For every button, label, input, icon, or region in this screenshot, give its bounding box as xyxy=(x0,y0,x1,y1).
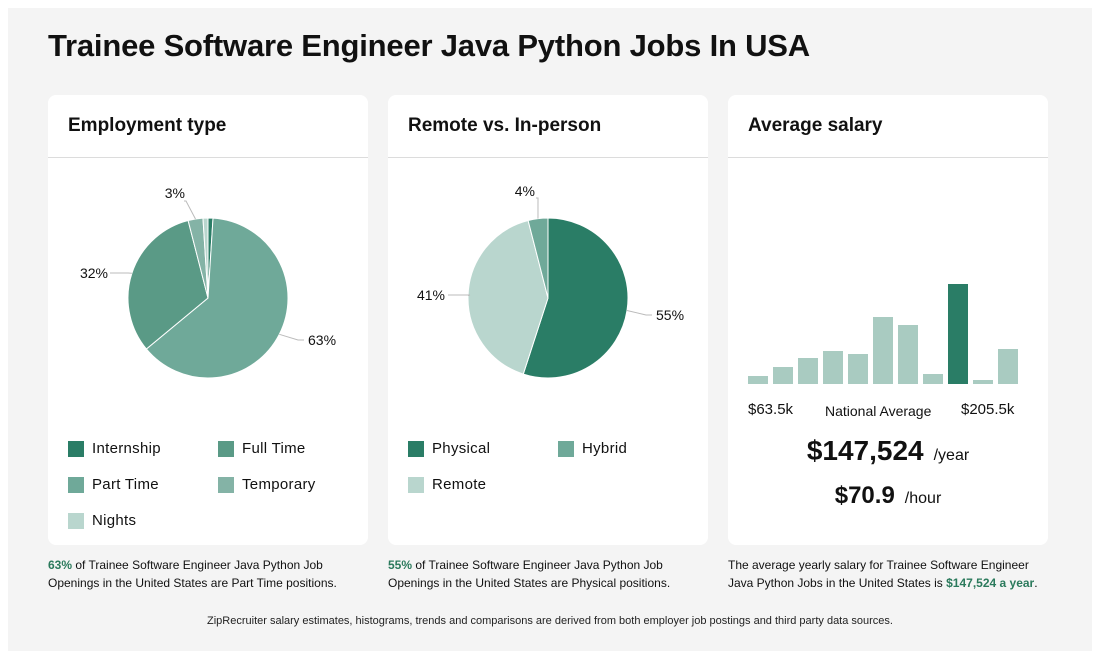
histogram-bar xyxy=(898,325,918,384)
legend-label: Temporary xyxy=(242,476,316,493)
employment-note-text: of Trainee Software Engineer Java Python… xyxy=(48,558,337,590)
legend-label: Physical xyxy=(432,440,491,457)
histogram-bar xyxy=(823,351,843,384)
yearly-salary-value: $147,524 xyxy=(806,435,924,466)
legend-swatch xyxy=(68,440,84,457)
page-title: Trainee Software Engineer Java Python Jo… xyxy=(48,28,810,63)
legend-swatch xyxy=(68,476,84,493)
legend-label: Internship xyxy=(92,440,161,457)
pie-label-leader-physical xyxy=(626,310,652,316)
hourly-salary-row: $70.9 /hour xyxy=(728,482,1048,510)
average-salary-heading: Average salary xyxy=(728,95,1048,158)
remote-note: 55% of Trainee Software Engineer Java Py… xyxy=(388,556,708,592)
employment-note-highlight: 63% xyxy=(48,558,73,572)
legend-item-remote: Remote xyxy=(408,476,486,493)
remote-vs-inperson-pie-chart: 55% 41% 4% xyxy=(417,183,684,379)
remote-vs-inperson-card: Remote vs. In-person 55% 41% 4% Physical Hy… xyxy=(388,95,708,545)
histogram-bar-highlight xyxy=(948,284,968,384)
remote-note-text: of Trainee Software Engineer Java Python… xyxy=(388,558,671,590)
pie-label-part-time: 63% xyxy=(308,332,336,348)
legend-label: Part Time xyxy=(92,476,159,493)
pie-label-full-time: 32% xyxy=(80,265,108,281)
legend-item-part-time: Part Time xyxy=(68,476,159,493)
pie-slice-part-time xyxy=(145,217,289,379)
histogram-bar xyxy=(923,374,943,384)
histogram-bar xyxy=(873,317,893,384)
employment-type-note: 63% of Trainee Software Engineer Java Py… xyxy=(48,556,368,592)
pie-label-leader-temporary xyxy=(184,200,196,220)
histogram-bar xyxy=(848,354,868,384)
legend-swatch xyxy=(408,440,424,457)
salary-note-text: The average yearly salary for Trainee So… xyxy=(728,558,1029,590)
yearly-salary-unit: /year xyxy=(933,447,970,464)
pie-slice-physical xyxy=(522,217,629,379)
salary-max-label: $205.5k xyxy=(961,401,1015,418)
legend-label: Remote xyxy=(432,476,487,493)
salary-histogram xyxy=(748,284,1018,384)
average-salary-card: Average salary $63.5k National Average $… xyxy=(728,95,1048,545)
legend-swatch xyxy=(218,440,234,457)
legend-item-temporary: Temporary xyxy=(218,476,316,493)
legend-item-physical: Physical xyxy=(408,440,490,457)
hourly-salary-value: $70.9 xyxy=(834,482,895,509)
legend-label: Full Time xyxy=(242,440,306,457)
histogram-bar xyxy=(748,376,768,384)
employment-type-heading: Employment type xyxy=(48,95,368,158)
remote-vs-inperson-heading: Remote vs. In-person xyxy=(388,95,708,158)
national-average-label: National Average xyxy=(825,403,932,419)
pie-label-remote: 41% xyxy=(417,287,445,303)
histogram-bar xyxy=(998,349,1018,384)
remote-note-highlight: 55% xyxy=(388,558,413,572)
legend-item-internship: Internship xyxy=(68,440,161,457)
pie-slice-nights xyxy=(202,217,209,299)
legend-swatch xyxy=(68,512,84,529)
legend-swatch xyxy=(558,440,574,457)
histogram-bar xyxy=(973,380,993,384)
legend-swatch xyxy=(218,476,234,493)
salary-note-highlight: $147,524 a year xyxy=(946,576,1035,590)
legend-label: Hybrid xyxy=(582,440,628,457)
salary-min-label: $63.5k xyxy=(748,401,794,418)
employment-type-card: Employment type 63% 32% 3% Internship Full … xyxy=(48,95,368,545)
pie-label-leader-hybrid xyxy=(536,197,539,219)
salary-note-end: . xyxy=(1034,576,1038,590)
salary-note: The average yearly salary for Trainee So… xyxy=(728,556,1048,592)
legend-label: Nights xyxy=(92,512,137,529)
employment-type-pie-chart: 63% 32% 3% xyxy=(80,185,336,379)
pie-label-physical: 55% xyxy=(656,307,684,323)
histogram-bar xyxy=(773,367,793,384)
pie-label-temporary: 3% xyxy=(165,185,185,201)
footer-disclaimer: ZipRecruiter salary estimates, histogram… xyxy=(207,615,893,627)
legend-item-full-time: Full Time xyxy=(218,440,306,457)
yearly-salary-row: $147,524 /year xyxy=(728,435,1048,467)
pie-label-leader-part-time xyxy=(279,333,304,341)
histogram-bar xyxy=(798,358,818,384)
legend-swatch xyxy=(408,476,424,493)
legend-item-nights: Nights xyxy=(68,512,136,529)
hourly-salary-unit: /hour xyxy=(904,490,942,507)
legend-item-hybrid: Hybrid xyxy=(558,440,627,457)
pie-label-hybrid: 4% xyxy=(515,183,535,199)
